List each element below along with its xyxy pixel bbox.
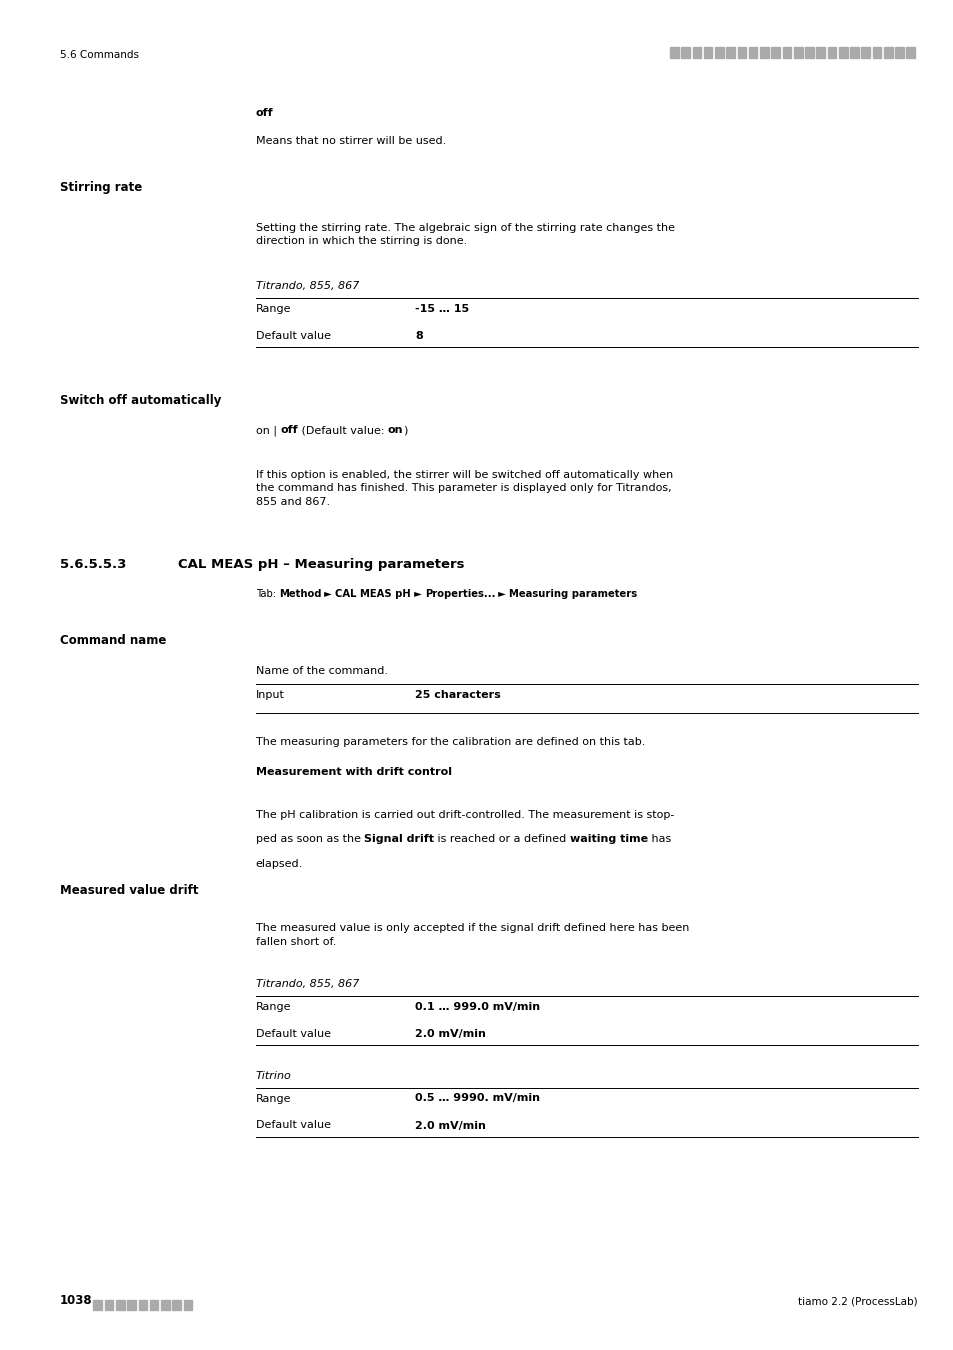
Text: 5.6.5.5.3: 5.6.5.5.3 xyxy=(60,558,127,571)
Text: Default value: Default value xyxy=(255,1029,331,1038)
Bar xyxy=(816,47,824,58)
Text: Name of the command.: Name of the command. xyxy=(255,666,387,675)
Text: Stirring rate: Stirring rate xyxy=(60,181,142,194)
Bar xyxy=(172,1300,181,1310)
Text: Titrando, 855, 867: Titrando, 855, 867 xyxy=(255,979,358,988)
Text: ►: ► xyxy=(495,589,509,598)
Bar xyxy=(838,47,846,58)
Text: CAL MEAS pH: CAL MEAS pH xyxy=(335,589,411,598)
Text: 2.0 mV/min: 2.0 mV/min xyxy=(415,1120,485,1130)
Bar xyxy=(725,47,734,58)
Bar xyxy=(692,47,700,58)
Text: has: has xyxy=(647,834,671,844)
Text: Default value: Default value xyxy=(255,331,331,340)
Text: Measured value drift: Measured value drift xyxy=(60,884,198,898)
Text: 25 characters: 25 characters xyxy=(415,690,500,699)
Text: Setting the stirring rate. The algebraic sign of the stirring rate changes the
d: Setting the stirring rate. The algebraic… xyxy=(255,223,674,246)
Text: Measuring parameters: Measuring parameters xyxy=(509,589,637,598)
Bar xyxy=(150,1300,158,1310)
Bar xyxy=(737,47,745,58)
Text: 8: 8 xyxy=(415,331,422,340)
Text: Switch off automatically: Switch off automatically xyxy=(60,394,221,408)
Bar xyxy=(894,47,902,58)
Text: ): ) xyxy=(403,425,407,435)
Text: on: on xyxy=(387,425,403,435)
Bar xyxy=(861,47,869,58)
Bar xyxy=(781,47,790,58)
Bar xyxy=(849,47,858,58)
Text: 1038: 1038 xyxy=(60,1293,92,1307)
Bar xyxy=(793,47,801,58)
Text: Range: Range xyxy=(255,304,291,313)
Bar xyxy=(703,47,712,58)
Text: on |: on | xyxy=(255,425,280,436)
Text: ►: ► xyxy=(321,589,335,598)
Text: Command name: Command name xyxy=(60,634,167,648)
Text: ►: ► xyxy=(411,589,424,598)
Bar xyxy=(183,1300,192,1310)
Bar xyxy=(715,47,723,58)
Text: Signal drift: Signal drift xyxy=(364,834,434,844)
Text: Range: Range xyxy=(255,1002,291,1011)
Text: off: off xyxy=(280,425,297,435)
Bar xyxy=(827,47,836,58)
Bar xyxy=(93,1300,102,1310)
Bar xyxy=(669,47,678,58)
Text: ped as soon as the: ped as soon as the xyxy=(255,834,364,844)
Text: The measuring parameters for the calibration are defined on this tab.: The measuring parameters for the calibra… xyxy=(255,737,644,747)
Text: CAL MEAS pH – Measuring parameters: CAL MEAS pH – Measuring parameters xyxy=(178,558,464,571)
Bar xyxy=(138,1300,147,1310)
Text: Titrino: Titrino xyxy=(255,1071,291,1080)
Bar xyxy=(680,47,689,58)
Text: Titrando, 855, 867: Titrando, 855, 867 xyxy=(255,281,358,290)
Text: Properties...: Properties... xyxy=(424,589,495,598)
Text: Means that no stirrer will be used.: Means that no stirrer will be used. xyxy=(255,136,445,146)
Bar xyxy=(804,47,813,58)
Text: Measurement with drift control: Measurement with drift control xyxy=(255,767,451,776)
Text: off: off xyxy=(255,108,273,117)
Bar xyxy=(127,1300,135,1310)
Bar xyxy=(905,47,914,58)
Text: 0.5 … 9990. mV/min: 0.5 … 9990. mV/min xyxy=(415,1094,539,1103)
Bar xyxy=(116,1300,125,1310)
Bar xyxy=(872,47,881,58)
Bar xyxy=(771,47,780,58)
Text: Input: Input xyxy=(255,690,284,699)
Text: waiting time: waiting time xyxy=(569,834,647,844)
Text: Tab:: Tab: xyxy=(255,589,278,598)
Text: 5.6 Commands: 5.6 Commands xyxy=(60,50,139,59)
Text: -15 … 15: -15 … 15 xyxy=(415,304,469,313)
Text: If this option is enabled, the stirrer will be switched off automatically when
t: If this option is enabled, the stirrer w… xyxy=(255,470,672,508)
Text: tiamo 2.2 (ProcessLab): tiamo 2.2 (ProcessLab) xyxy=(798,1297,917,1307)
Text: Range: Range xyxy=(255,1094,291,1103)
Text: 2.0 mV/min: 2.0 mV/min xyxy=(415,1029,485,1038)
Text: is reached or a defined: is reached or a defined xyxy=(434,834,569,844)
Text: The measured value is only accepted if the signal drift defined here has been
fa: The measured value is only accepted if t… xyxy=(255,923,688,946)
Bar xyxy=(105,1300,113,1310)
Bar xyxy=(883,47,892,58)
Text: 0.1 … 999.0 mV/min: 0.1 … 999.0 mV/min xyxy=(415,1002,539,1011)
Bar xyxy=(161,1300,170,1310)
Text: elapsed.: elapsed. xyxy=(255,859,303,868)
Text: (Default value:: (Default value: xyxy=(297,425,387,435)
Bar xyxy=(748,47,757,58)
Text: Default value: Default value xyxy=(255,1120,331,1130)
Bar xyxy=(760,47,768,58)
Text: The pH calibration is carried out drift-controlled. The measurement is stop-: The pH calibration is carried out drift-… xyxy=(255,810,674,819)
Text: Method: Method xyxy=(278,589,321,598)
